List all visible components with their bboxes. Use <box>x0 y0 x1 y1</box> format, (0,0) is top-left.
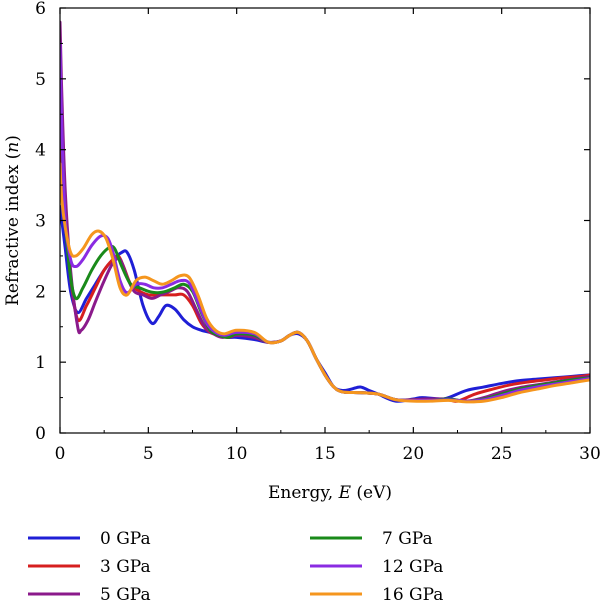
series-line-4 <box>60 41 590 403</box>
legend-label-5: 16 GPa <box>382 585 443 602</box>
legend-label-1: 3 GPa <box>100 557 151 577</box>
legend-label-3: 7 GPa <box>382 529 433 549</box>
y-tick-label-5: 5 <box>35 70 46 90</box>
y-tick-label-6: 6 <box>35 0 46 19</box>
x-tick-label-6: 30 <box>579 444 600 464</box>
legend-label-4: 12 GPa <box>382 557 443 577</box>
y-axis-title: Refractive index (n) <box>3 135 23 306</box>
y-tick-label-2: 2 <box>35 282 46 302</box>
series-line-3 <box>60 77 590 403</box>
x-tick-label-3: 15 <box>314 444 336 464</box>
x-tick-label-5: 25 <box>491 444 513 464</box>
axis-layer: 0 5 10 15 20 25 30 0 1 2 3 4 5 6 Energy, E (eV) Refract… <box>3 0 600 503</box>
x-tick-label-1: 5 <box>143 444 154 464</box>
y-tick-label-4: 4 <box>35 141 46 161</box>
legend-label-0: 0 GPa <box>100 529 151 549</box>
x-tick-label-0: 0 <box>55 444 66 464</box>
legend: 0 GPa 3 GPa 5 GPa 7 GPa 12 GPa 16 GPa <box>28 529 443 602</box>
series-layer <box>60 20 590 404</box>
x-tick-label-2: 10 <box>226 444 248 464</box>
series-line-1 <box>60 112 590 403</box>
y-tick-label-3: 3 <box>35 212 46 232</box>
x-tick-label-4: 20 <box>403 444 425 464</box>
plot-frame <box>59 7 591 434</box>
legend-label-2: 5 GPa <box>100 585 151 602</box>
y-tick-label-0: 0 <box>35 424 46 444</box>
y-tick-label-1: 1 <box>35 353 46 373</box>
series-line-5 <box>60 162 590 404</box>
series-line-2 <box>60 20 590 403</box>
x-axis-title: Energy, E (eV) <box>268 483 392 503</box>
